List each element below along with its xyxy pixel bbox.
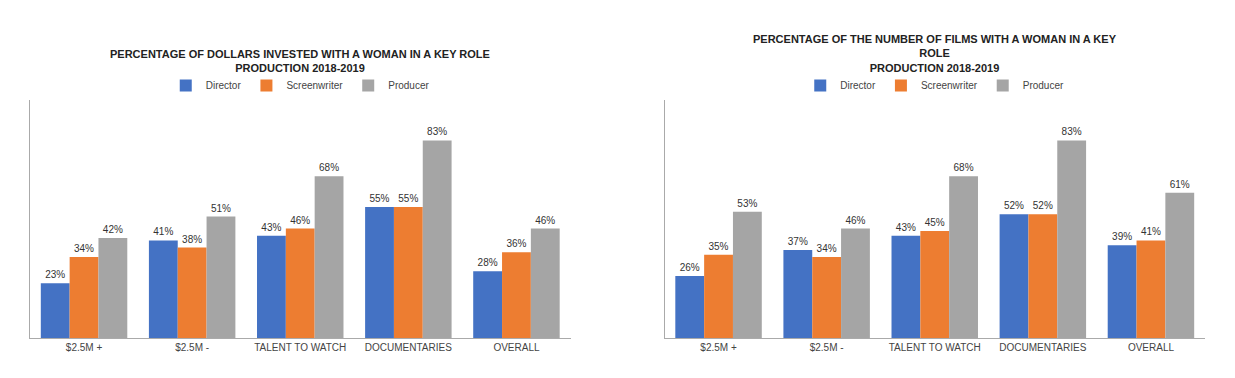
svg-text:43%: 43% [896,222,916,233]
svg-text:38%: 38% [182,234,202,245]
svg-text:39%: 39% [1112,231,1132,242]
svg-text:68%: 68% [954,162,974,173]
svg-text:55%: 55% [369,193,389,204]
svg-text:51%: 51% [211,203,231,214]
svg-text:$2.5M -: $2.5M - [175,342,209,353]
svg-text:37%: 37% [788,236,808,247]
svg-text:$2.5M +: $2.5M + [700,342,737,353]
svg-text:52%: 52% [1004,200,1024,211]
svg-text:Screenwriter: Screenwriter [286,80,343,91]
svg-text:53%: 53% [737,198,757,209]
svg-text:83%: 83% [1062,126,1082,137]
svg-text:Director: Director [840,80,876,91]
svg-text:41%: 41% [153,226,173,237]
svg-text:45%: 45% [925,217,945,228]
svg-text:68%: 68% [319,162,339,173]
svg-text:OVERALL: OVERALL [1128,342,1175,353]
svg-text:$2.5M +: $2.5M + [66,342,103,353]
svg-text:$2.5M -: $2.5M - [810,342,844,353]
svg-text:46%: 46% [290,215,310,226]
svg-text:PERCENTAGE OF THE NUMBER OF FI: PERCENTAGE OF THE NUMBER OF FILMS WITH A… [753,33,1117,74]
svg-text:61%: 61% [1170,179,1190,190]
svg-text:28%: 28% [478,257,498,268]
svg-text:55%: 55% [398,193,418,204]
svg-text:52%: 52% [1033,200,1053,211]
svg-text:OVERALL: OVERALL [493,342,540,353]
svg-text:83%: 83% [427,126,447,137]
svg-text:DOCUMENTARIES: DOCUMENTARIES [999,342,1086,353]
svg-text:34%: 34% [74,243,94,254]
svg-text:42%: 42% [103,224,123,235]
svg-text:36%: 36% [506,238,526,249]
svg-text:Director: Director [206,80,242,91]
svg-text:Screenwriter: Screenwriter [921,80,978,91]
svg-text:PERCENTAGE OF DOLLARS INVESTED: PERCENTAGE OF DOLLARS INVESTED WITH A WO… [110,48,490,74]
svg-text:Producer: Producer [1023,80,1064,91]
svg-text:41%: 41% [1141,226,1161,237]
svg-text:TALENT TO WATCH: TALENT TO WATCH [889,342,981,353]
svg-text:46%: 46% [535,215,555,226]
svg-text:DOCUMENTARIES: DOCUMENTARIES [365,342,452,353]
svg-text:43%: 43% [261,222,281,233]
svg-text:34%: 34% [817,243,837,254]
svg-text:TALENT TO WATCH: TALENT TO WATCH [254,342,346,353]
svg-text:35%: 35% [708,241,728,252]
svg-text:46%: 46% [845,215,865,226]
svg-text:23%: 23% [45,269,65,280]
svg-text:26%: 26% [680,262,700,273]
svg-text:Producer: Producer [388,80,429,91]
